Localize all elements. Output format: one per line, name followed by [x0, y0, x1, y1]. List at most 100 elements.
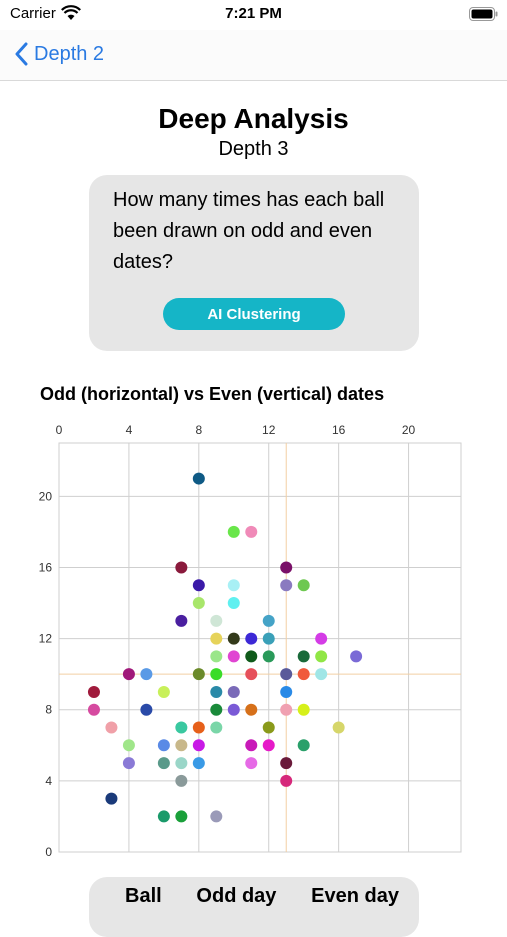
data-point	[262, 614, 275, 627]
navigation-bar: Depth 2	[0, 30, 507, 81]
data-point	[280, 579, 293, 592]
data-point	[192, 579, 205, 592]
data-point	[280, 668, 293, 681]
carrier-label: Carrier	[10, 5, 56, 22]
data-point	[315, 668, 328, 681]
ai-clustering-button[interactable]: AI Clustering	[163, 298, 345, 330]
y-tick-label: 12	[39, 632, 53, 646]
data-point	[227, 597, 240, 610]
data-point	[262, 650, 275, 663]
data-point	[245, 668, 258, 681]
data-point	[87, 703, 100, 716]
data-point	[280, 685, 293, 698]
question-text: How many times has each ball been drawn …	[113, 189, 385, 273]
chart-title: Odd (horizontal) vs Even (vertical) date…	[40, 384, 385, 404]
status-bar: Carrier 7:21 PM	[0, 0, 507, 30]
x-tick-label: 4	[126, 423, 133, 437]
data-point	[315, 632, 328, 645]
data-point	[122, 739, 135, 752]
data-point	[262, 632, 275, 645]
data-point	[210, 632, 223, 645]
y-tick-label: 8	[45, 703, 52, 717]
data-point	[175, 561, 188, 574]
data-point	[140, 703, 153, 716]
column-header-even-day: Even day	[311, 885, 399, 907]
data-point	[87, 685, 100, 698]
x-tick-label: 20	[402, 423, 416, 437]
data-point	[105, 721, 118, 734]
data-point	[192, 757, 205, 770]
data-point	[175, 721, 188, 734]
scatter-chart: 0 4 8 12 16 20 0 4 8 12 16 20	[39, 423, 462, 859]
data-point	[315, 650, 328, 663]
x-tick-label: 0	[56, 423, 63, 437]
data-point	[350, 650, 363, 663]
data-point	[157, 685, 170, 698]
data-point	[245, 739, 258, 752]
chevron-left-icon	[15, 42, 28, 66]
x-tick-label: 8	[195, 423, 202, 437]
y-tick-label: 0	[45, 845, 52, 859]
wifi-icon	[61, 5, 81, 20]
data-point	[245, 757, 258, 770]
data-point	[175, 757, 188, 770]
data-point	[297, 668, 310, 681]
data-point	[210, 614, 223, 627]
y-tick-label: 4	[45, 774, 52, 788]
data-point	[140, 668, 153, 681]
page-subtitle: Depth 3	[218, 138, 289, 160]
data-point	[280, 561, 293, 574]
x-tick-label: 12	[262, 423, 276, 437]
data-point	[105, 792, 118, 805]
data-point	[175, 739, 188, 752]
column-header-odd-day: Odd day	[196, 885, 277, 907]
data-point	[210, 668, 223, 681]
data-point	[227, 685, 240, 698]
data-point	[280, 774, 293, 787]
data-point	[262, 739, 275, 752]
data-point	[210, 703, 223, 716]
data-point	[245, 703, 258, 716]
data-point	[175, 614, 188, 627]
x-tick-label: 16	[332, 423, 346, 437]
data-point	[227, 632, 240, 645]
data-point	[227, 650, 240, 663]
plot-frame	[58, 442, 462, 853]
data-point	[192, 472, 205, 485]
data-point	[210, 650, 223, 663]
data-point	[227, 525, 240, 538]
data-point	[280, 703, 293, 716]
data-point	[262, 721, 275, 734]
data-point	[297, 650, 310, 663]
back-button-label: Depth 2	[34, 42, 105, 65]
battery-icon	[469, 7, 498, 21]
data-point	[192, 668, 205, 681]
data-point	[245, 632, 258, 645]
data-point	[245, 650, 258, 663]
data-point	[157, 757, 170, 770]
data-point	[157, 739, 170, 752]
data-point	[280, 757, 293, 770]
column-header-ball: Ball	[125, 885, 162, 907]
data-point	[157, 810, 170, 823]
data-point	[192, 721, 205, 734]
table-header: Ball Odd day Even day	[89, 885, 419, 908]
data-point	[210, 810, 223, 823]
data-point	[297, 703, 310, 716]
data-point	[332, 721, 345, 734]
ball-table-card: Ball Odd day Even day	[89, 877, 419, 937]
back-button[interactable]: Depth 2	[14, 38, 104, 70]
data-point	[210, 685, 223, 698]
data-point	[175, 810, 188, 823]
question-card: How many times has each ball been drawn …	[89, 175, 419, 351]
data-point	[245, 525, 258, 538]
data-point	[175, 774, 188, 787]
data-point	[122, 757, 135, 770]
page-title: Deep Analysis	[158, 103, 349, 134]
data-point	[227, 703, 240, 716]
y-tick-label: 20	[39, 489, 53, 503]
data-point	[297, 579, 310, 592]
data-point	[210, 721, 223, 734]
data-point	[192, 597, 205, 610]
y-tick-label: 16	[39, 560, 53, 574]
